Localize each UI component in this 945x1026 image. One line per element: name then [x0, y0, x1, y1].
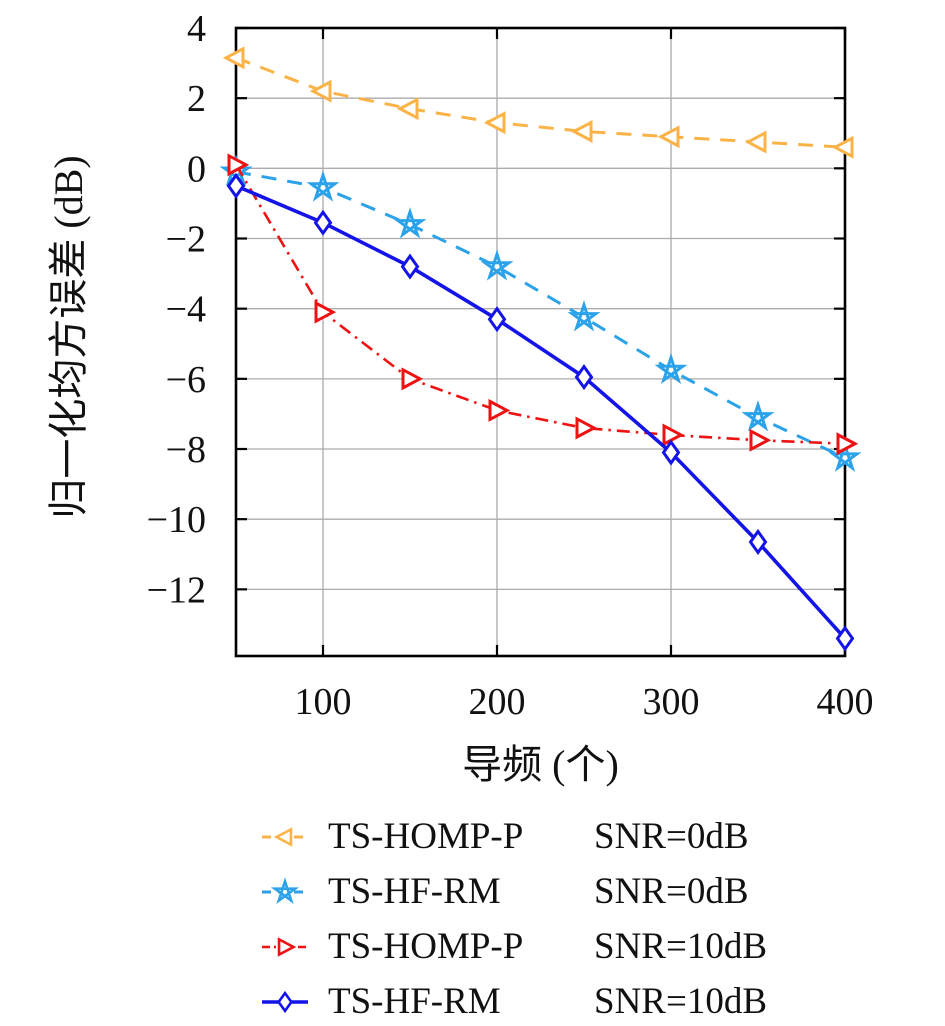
- y-tick-label: −4: [166, 289, 206, 331]
- series-marker-star: [654, 352, 688, 385]
- series-marker-triangle-right: [401, 367, 424, 391]
- y-tick-label: −2: [166, 219, 206, 261]
- series-marker-star: [828, 440, 862, 472]
- legend-label-snr: SNR=10dB: [594, 926, 768, 967]
- y-tick-label: −10: [147, 499, 206, 541]
- series-marker-triangle-right: [227, 153, 250, 177]
- legend: TS-HOMP-P SNR=0dB TS-HF-RM SNR=0dB TS-HOMP-P…: [260, 809, 767, 1026]
- series-marker-triangle-left: [309, 79, 332, 103]
- axis-box: [234, 26, 847, 658]
- y-tick-label: −6: [166, 359, 206, 401]
- series-marker-triangle-right: [836, 432, 859, 456]
- series-marker-diamond: [400, 253, 420, 280]
- series-marker-triangle-left: [831, 135, 854, 159]
- x-tick-label: 100: [295, 681, 352, 723]
- series-marker-star: [306, 170, 340, 202]
- series-marker-triangle-left: [222, 46, 245, 70]
- series-marker-triangle-left: [396, 97, 419, 121]
- series-line: [235, 56, 846, 149]
- series-marker-diamond: [835, 625, 855, 652]
- x-tick-label: 400: [817, 681, 874, 723]
- y-tick-label: 2: [187, 78, 206, 120]
- legend-item: TS-HF-RM SNR=0dB: [260, 864, 767, 919]
- legend-item: TS-HOMP-P SNR=0dB: [260, 809, 767, 864]
- series-marker-triangle-right: [749, 428, 772, 452]
- y-tick-label: 4: [187, 8, 206, 50]
- legend-item: TS-HOMP-P SNR=10dB: [260, 919, 767, 974]
- legend-label-method: TS-HOMP-P: [328, 926, 524, 967]
- series-marker-star: [393, 207, 427, 239]
- series-marker-diamond: [748, 528, 768, 556]
- legend-label-method: TS-HOMP-P: [328, 816, 524, 857]
- series-marker-star: [567, 300, 601, 332]
- series-line: [235, 184, 847, 640]
- series-marker-diamond: [574, 364, 594, 391]
- y-tick-label: −8: [166, 429, 206, 471]
- series-marker-triangle-right: [575, 416, 598, 440]
- series-marker-triangle-left: [483, 111, 506, 135]
- series-marker-star: [741, 400, 775, 432]
- series-marker-triangle-left: [657, 125, 680, 149]
- legend-label-method: TS-HF-RM: [328, 871, 501, 912]
- legend-label-method: TS-HF-RM: [328, 981, 501, 1022]
- legend-label-snr: SNR=10dB: [594, 981, 768, 1022]
- series-marker-diamond: [661, 439, 681, 466]
- legend-label-snr: SNR=0dB: [594, 871, 749, 912]
- series-marker-star: [480, 249, 514, 281]
- series-marker-diamond: [487, 306, 507, 333]
- y-tick-label: −12: [147, 569, 206, 611]
- series-line: [234, 164, 846, 445]
- series-marker-diamond: [313, 209, 333, 236]
- series-marker-triangle-left: [570, 120, 593, 143]
- series-marker-triangle-right: [662, 423, 685, 447]
- y-axis-label: 归一化均方误差 (dB): [46, 155, 91, 518]
- x-tick-label: 200: [469, 681, 526, 723]
- legend-sample-triangle-right: [262, 936, 308, 957]
- series-marker-triangle-right: [314, 300, 337, 324]
- legend-sample-diamond: [262, 990, 308, 1013]
- series-marker-diamond: [226, 172, 246, 199]
- legend-item: TS-HF-RM SNR=10dB: [260, 974, 767, 1026]
- series-line: [235, 170, 846, 460]
- series-marker-triangle-left: [744, 130, 767, 154]
- legend-label-snr: SNR=0dB: [594, 816, 749, 857]
- x-tick-label: 300: [643, 681, 700, 723]
- legend-sample-star: [262, 876, 308, 904]
- series-marker-triangle-right: [488, 398, 511, 422]
- x-axis-label: 导频 (个): [462, 742, 619, 787]
- y-tick-label: 0: [187, 148, 206, 190]
- legend-sample-triangle-left: [262, 826, 308, 847]
